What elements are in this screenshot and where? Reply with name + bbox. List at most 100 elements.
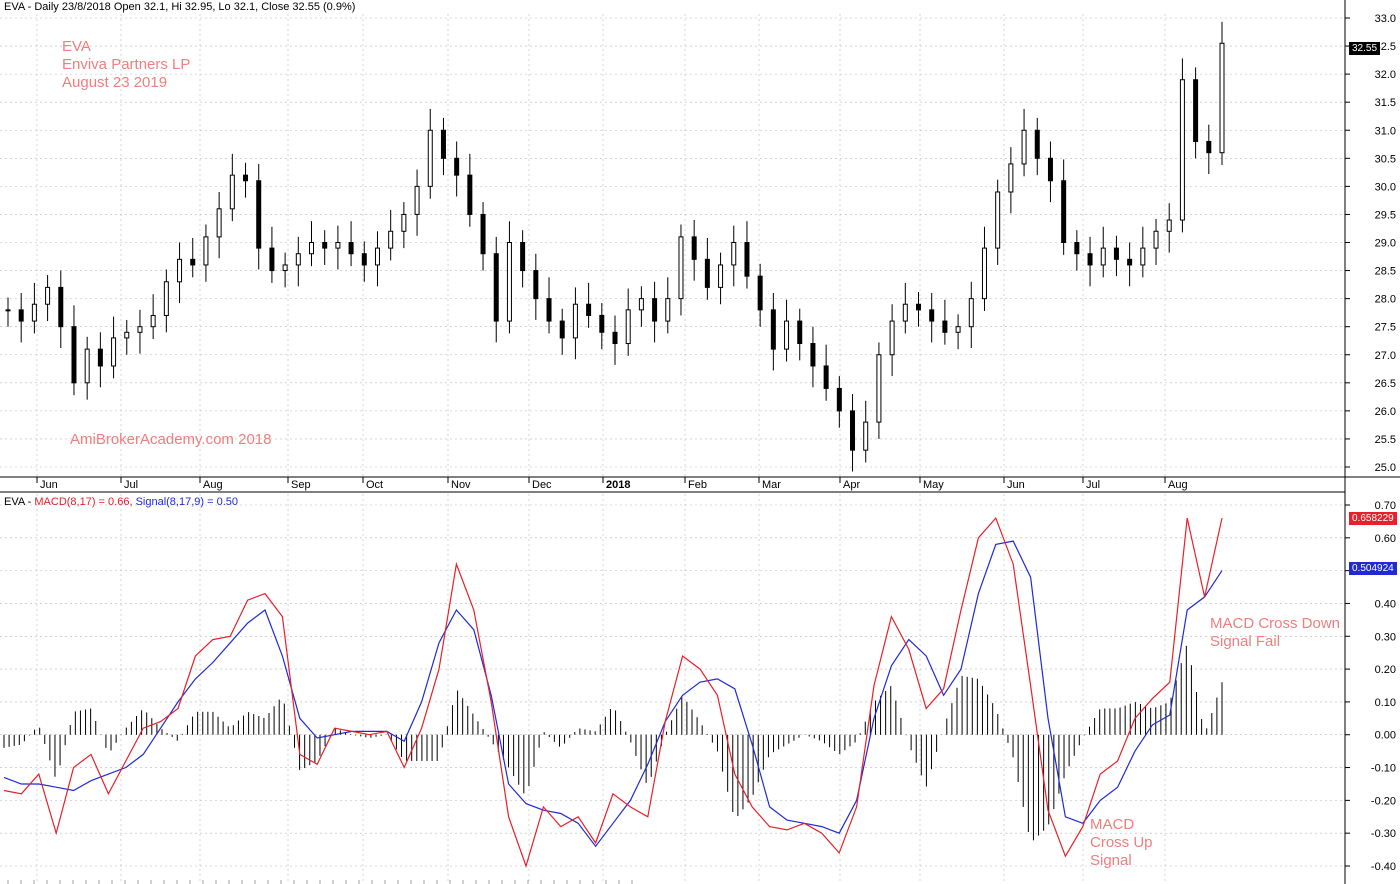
macd-y-tick-label: 0.10: [1375, 697, 1396, 709]
price-bar: [71, 326, 77, 384]
signal-label: Signal(8,17,9) = 0.50: [135, 496, 238, 508]
price-bar: [190, 258, 196, 266]
price-bar: [454, 157, 460, 176]
price-bar: [1206, 140, 1212, 154]
price-bar: [282, 264, 288, 272]
macd-value-tag: 0.658229: [1349, 512, 1397, 525]
price-bar: [1153, 230, 1159, 249]
price-y-tick-label: 27.0: [1375, 350, 1396, 362]
macd-label: MACD(8,17) = 0.66,: [34, 496, 133, 508]
price-bar: [744, 242, 750, 277]
macd-y-tick-label: 0.60: [1375, 533, 1396, 545]
price-bar: [31, 303, 37, 322]
price-bar: [5, 309, 11, 312]
price-y-tick-label: 30.0: [1375, 181, 1396, 193]
price-bar: [269, 247, 275, 272]
macd-plot: [3, 516, 1223, 868]
x-tick-label: Aug: [203, 479, 223, 491]
x-tick-label: Aug: [1168, 479, 1188, 491]
price-y-tick-label: 27.5: [1375, 322, 1396, 334]
price-bar: [546, 298, 552, 322]
price-bar: [203, 236, 209, 266]
price-bar: [1034, 129, 1040, 159]
price-bar: [1113, 247, 1119, 260]
price-bar: [1008, 163, 1014, 193]
macd-y-tick-label: 0.40: [1375, 598, 1396, 610]
price-bar: [704, 258, 710, 288]
price-bar: [309, 242, 314, 255]
price-bar: [401, 213, 407, 232]
price-bar: [493, 253, 499, 322]
x-tick-label: Nov: [451, 479, 471, 491]
price-bar: [691, 236, 697, 260]
last-close-tag: 32.55: [1349, 42, 1381, 55]
price-bar: [137, 326, 143, 333]
macd-prefix: EVA -: [4, 496, 35, 508]
price-bar: [1193, 79, 1199, 142]
price-bar: [1074, 242, 1080, 255]
price-bar: [163, 281, 169, 316]
price-bar: [111, 337, 117, 367]
price-bar: [1140, 247, 1146, 266]
price-bar: [929, 309, 935, 322]
price-bar: [902, 303, 908, 322]
grid: [0, 14, 1345, 884]
price-bar: [427, 129, 433, 187]
macd-line: [3, 516, 1223, 868]
price-bar: [1087, 253, 1093, 266]
x-tick-label: Sep: [291, 479, 311, 491]
price-bar: [1047, 157, 1053, 182]
price-bar: [348, 242, 354, 255]
price-y-tick-label: 28.5: [1375, 266, 1396, 278]
x-tick-label: Jun: [40, 479, 58, 491]
price-bar: [506, 242, 512, 322]
price-bar: [84, 348, 90, 384]
price-bar: [863, 421, 869, 451]
price-y-tick-label: 26.5: [1375, 378, 1396, 390]
price-bar: [533, 270, 539, 300]
x-tick-label: Dec: [532, 479, 552, 491]
cross-down-annotation: MACD Cross Down Signal Fail: [1210, 615, 1341, 650]
price-bar: [981, 247, 987, 300]
price-header: EVA - Daily 23/8/2018 Open 32.1, Hi 32.9…: [4, 1, 356, 13]
price-bar: [955, 326, 961, 333]
price-bar: [599, 314, 605, 333]
price-bar: [1061, 180, 1067, 243]
price-bar: [757, 275, 763, 311]
price-bar: [150, 314, 156, 328]
watermark: AmiBrokerAcademy.com 2018: [70, 431, 272, 448]
price-bar: [480, 213, 486, 255]
macd-y-tick-label: 0.20: [1375, 664, 1396, 676]
price-bar: [572, 303, 578, 339]
price-y-tick-label: 25.0: [1375, 462, 1396, 474]
price-bar: [520, 242, 526, 272]
price-bar: [177, 258, 183, 283]
price-bar: [836, 387, 842, 412]
price-bar: [559, 320, 565, 339]
price-y-tick-label: 32.0: [1375, 69, 1396, 81]
macd-y-tick-label: -0.10: [1371, 763, 1396, 775]
price-bar: [1219, 42, 1225, 154]
signal-line: [3, 540, 1223, 848]
price-bar: [810, 343, 816, 367]
price-bar: [586, 303, 592, 316]
price-bar: [850, 410, 856, 451]
price-bar: [1127, 258, 1133, 266]
price-bar: [18, 309, 24, 322]
price-bar: [665, 298, 671, 322]
macd-y-tick-label: 0.30: [1375, 631, 1396, 643]
price-bar: [784, 320, 790, 350]
x-tick-label: Oct: [366, 479, 383, 491]
macd-y-tick-label: -0.20: [1371, 795, 1396, 807]
price-bar: [995, 191, 1001, 249]
price-bar: [823, 365, 829, 389]
price-bar: [916, 303, 921, 311]
price-bar: [440, 129, 446, 159]
price-y-tick-label: 26.0: [1375, 406, 1396, 418]
price-y-tick-label: 31.0: [1375, 125, 1396, 137]
price-bar: [124, 331, 130, 339]
price-bar: [361, 253, 367, 266]
price-bar: [256, 180, 262, 249]
price-bar: [97, 348, 103, 367]
